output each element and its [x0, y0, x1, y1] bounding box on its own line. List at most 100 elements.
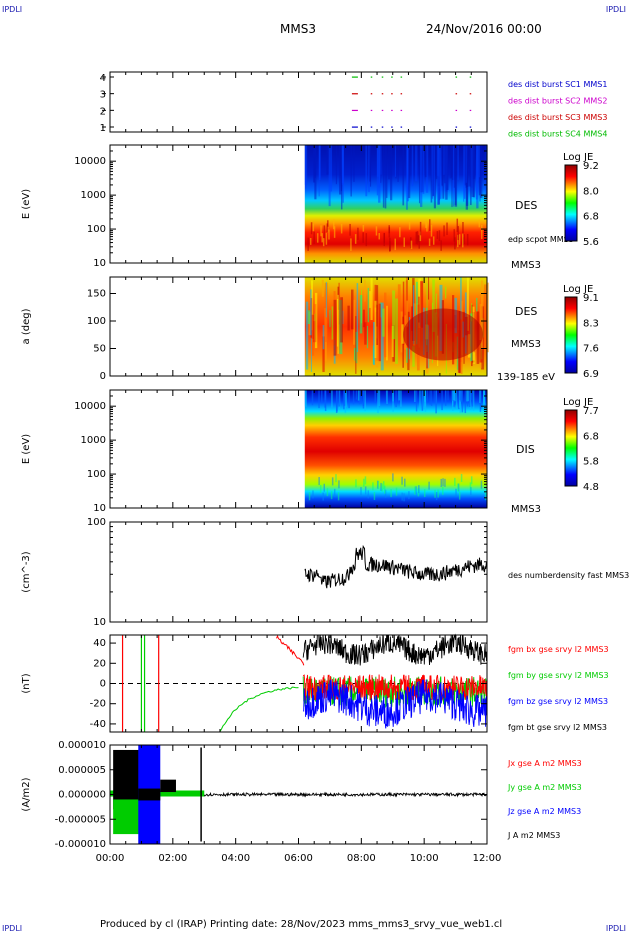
- spectrogram-streak: [435, 145, 438, 179]
- spectrogram-streak: [388, 145, 390, 180]
- spectrogram-streak: [330, 145, 333, 192]
- bt-line: [302, 633, 487, 666]
- spectrogram-streak: [384, 489, 387, 498]
- spectrogram-streak: [382, 481, 385, 490]
- spectrogram-streak: [472, 145, 476, 198]
- colorbar: [564, 164, 578, 242]
- spectrogram-streak: [408, 221, 411, 230]
- spectrogram-streak: [415, 281, 418, 345]
- spectrogram-streak: [357, 390, 360, 401]
- spectrogram-streak: [416, 231, 419, 245]
- spectrogram-streak: [454, 477, 456, 486]
- burst-marker: [351, 93, 358, 95]
- spectrogram-streak: [459, 390, 461, 400]
- y-tick-label: 1: [100, 123, 106, 134]
- spacecraft-title: MMS3: [280, 22, 316, 36]
- spectrogram-streak: [406, 277, 408, 324]
- spectrogram-streak: [419, 390, 421, 411]
- spectrogram-streak: [449, 145, 452, 179]
- y-tick-label: 100: [87, 316, 106, 327]
- spectrogram-streak: [313, 145, 315, 183]
- spectrogram-streak: [480, 280, 484, 350]
- spectrogram-streak: [454, 390, 456, 402]
- spectrogram-streak: [307, 310, 311, 325]
- spectrogram-streak: [388, 227, 391, 238]
- y-axis-label: (nT): [21, 673, 32, 693]
- spectrogram-streak: [336, 390, 338, 412]
- spectrogram-streak: [411, 145, 414, 187]
- spectrogram-streak: [401, 492, 403, 501]
- spectrogram-streak: [471, 145, 474, 197]
- spectrogram-streak: [430, 145, 433, 203]
- burst-marker: [469, 76, 472, 78]
- by-line: [219, 686, 299, 732]
- spectrogram-streak: [355, 479, 357, 488]
- spectrogram-streak: [461, 390, 463, 404]
- y-axis-label: a (deg): [21, 308, 32, 344]
- datetime-title: 24/Nov/2016 00:00: [426, 22, 542, 36]
- spectrogram-streak: [428, 481, 430, 490]
- spectrogram-streak: [364, 390, 366, 412]
- spectrogram-streak: [311, 314, 313, 351]
- x-tick-label: 00:00: [96, 853, 125, 864]
- spectrogram-streak: [481, 225, 483, 239]
- spectrogram-streak: [429, 219, 431, 231]
- spectrogram-streak: [428, 238, 431, 246]
- spectrogram-streak: [395, 390, 397, 408]
- spectrogram-streak: [429, 390, 431, 405]
- spectrogram-streak: [408, 491, 410, 500]
- y-tick-label: 1000: [81, 435, 106, 446]
- spectrogram-streak: [432, 236, 435, 245]
- spectrogram-streak: [372, 482, 374, 491]
- spectrogram-streak: [417, 235, 419, 243]
- spacecraft-label: MMS3: [511, 504, 541, 515]
- burst-marker: [351, 109, 358, 112]
- spectrogram-streak: [395, 145, 397, 179]
- spectrogram-streak: [328, 145, 331, 207]
- burst-marker: [400, 93, 403, 95]
- spectrogram-streak: [460, 354, 463, 375]
- spectrogram-streak: [430, 224, 433, 237]
- colorbar-tick-label: 9.1: [583, 293, 599, 304]
- spectrogram-streak: [479, 390, 481, 403]
- spectrogram-streak: [322, 237, 325, 247]
- spectrogram-streak: [451, 390, 453, 402]
- spectrogram-streak: [457, 226, 459, 241]
- y-tick-label: 20: [93, 658, 106, 669]
- spectrogram-streak: [323, 225, 326, 239]
- spectrogram-streak: [376, 480, 379, 489]
- y-tick-label: 0: [100, 679, 106, 690]
- burst-marker: [370, 93, 373, 95]
- spectrogram-streak: [466, 145, 469, 187]
- spectrogram-streak: [340, 223, 343, 234]
- series-label: Jx gse A m2 MMS3: [507, 759, 582, 768]
- spectrogram-streak: [468, 145, 471, 187]
- spectrogram-streak: [313, 231, 315, 244]
- spectrogram-streak: [418, 278, 422, 328]
- burst-marker: [391, 109, 393, 112]
- spectrogram-streak: [382, 145, 385, 208]
- spectrogram-streak: [403, 237, 406, 247]
- spectrogram-streak: [312, 490, 314, 499]
- spectrogram-streak: [400, 390, 402, 407]
- spectrogram-streak: [453, 229, 455, 242]
- spectrogram-streak: [424, 145, 427, 178]
- spectrogram-streak: [362, 225, 365, 232]
- spectrogram-streak: [390, 489, 392, 498]
- y-tick-label: -20: [90, 699, 106, 710]
- spectrogram-streak: [353, 145, 355, 182]
- spectrogram-streak: [483, 229, 486, 238]
- spectrogram-streak: [374, 390, 376, 403]
- spectrogram-streak: [415, 145, 418, 182]
- spectrogram-streak: [391, 325, 394, 358]
- spectrogram-streak: [342, 145, 344, 203]
- spectrogram-streak: [436, 231, 439, 239]
- spectrogram-streak: [483, 390, 485, 410]
- spectrogram-streak: [472, 390, 475, 411]
- burst-marker: [469, 126, 472, 128]
- spectrogram-streak: [319, 485, 322, 494]
- y-tick-label: -40: [90, 719, 106, 730]
- spectrogram-streak: [402, 281, 405, 345]
- burst-marker: [400, 126, 403, 128]
- j-line: [203, 791, 488, 798]
